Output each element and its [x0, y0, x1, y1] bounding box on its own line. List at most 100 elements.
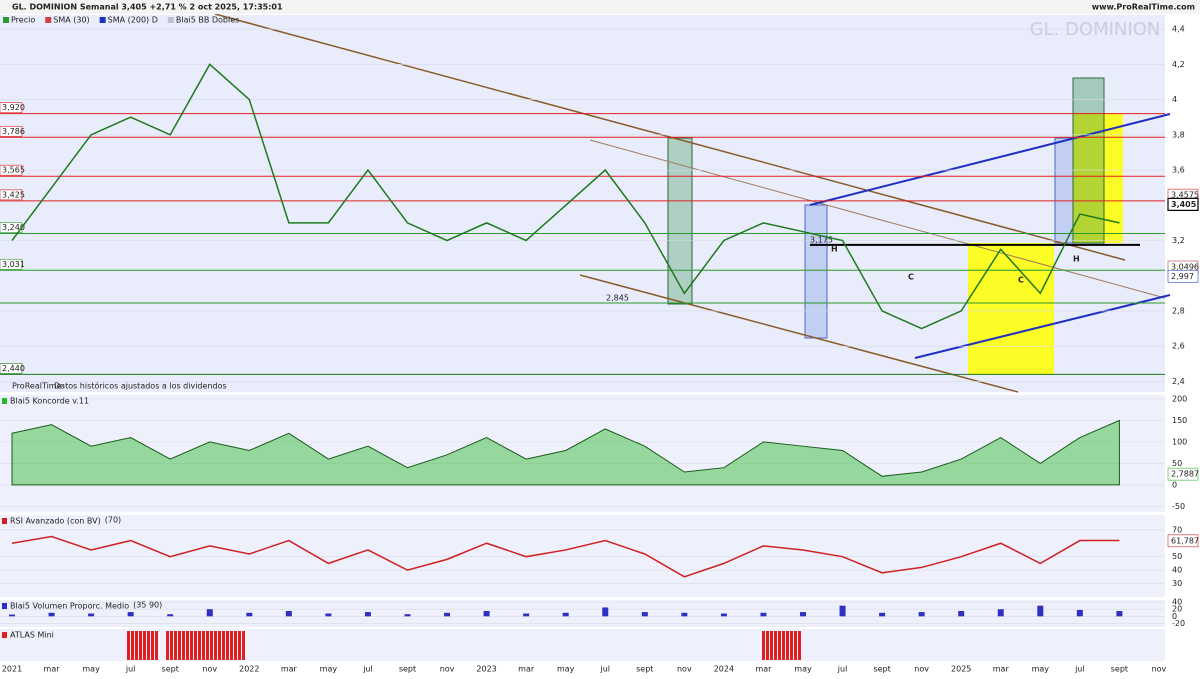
level-box [0, 102, 23, 113]
panel-swatch [2, 398, 7, 404]
signal-bar [778, 631, 781, 660]
volume-bar [127, 612, 134, 617]
note: Datos históricos ajustados a los dividen… [54, 381, 227, 391]
x-tick-label: may [320, 665, 338, 674]
signal-bar [766, 631, 769, 660]
panel-swatch [2, 603, 7, 609]
signal-bar [139, 631, 142, 660]
value-tag [1167, 534, 1199, 548]
legend-swatch [3, 17, 9, 23]
y-tick-label: 4 [1172, 95, 1177, 104]
volume-bar [1116, 611, 1123, 617]
price-line [11, 535, 1120, 578]
annotation: C [908, 273, 914, 282]
x-tick-label: 2025 [951, 665, 971, 674]
volume-bar [1076, 609, 1083, 617]
x-tick-label: mar [281, 665, 298, 674]
price-tag-label: 3,4575 [1171, 191, 1199, 200]
volume-bar [523, 613, 530, 617]
y-tick-label: 150 [1172, 416, 1187, 425]
level-label: 2,845 [606, 294, 629, 303]
volume-bar [1037, 605, 1044, 617]
y-tick-label: 20 [1172, 605, 1182, 614]
panel-param: (70) [105, 516, 121, 525]
signal-bar [782, 631, 785, 660]
title: GL. DOMINION Semanal 3,405 +2,71 % 2 oct… [12, 3, 283, 12]
signal-bar [174, 631, 177, 660]
signal-bar [182, 631, 185, 660]
y-tick-label: 50 [1172, 552, 1182, 561]
signal-bar [170, 631, 173, 660]
x-tick-label: may [794, 665, 812, 674]
volume-bar [325, 613, 332, 617]
y-tick-label: 0 [1172, 612, 1177, 621]
level-label: 2,440 [2, 364, 25, 373]
annotation: H [1073, 255, 1080, 264]
watermark: GL. DOMINION [1030, 19, 1161, 40]
volume-bar [839, 605, 846, 617]
signal-bar [226, 631, 229, 660]
panel-swatch [2, 632, 7, 638]
signal-bar [155, 631, 158, 660]
signal-bar [198, 631, 201, 660]
level-box [0, 363, 23, 374]
signal-bar [143, 631, 146, 660]
x-tick-label: nov [914, 665, 929, 674]
y-tick-label: 50 [1172, 459, 1182, 468]
legend-label: SMA (30) [53, 16, 89, 25]
signal-bar [242, 631, 245, 660]
koncorde-area [11, 419, 1120, 486]
signal-bar [790, 631, 793, 660]
x-tick-label: mar [993, 665, 1010, 674]
legend-swatch [167, 17, 174, 23]
signal-bar [202, 631, 205, 660]
value-tag-label: 61,787 [1171, 536, 1199, 545]
y-tick-label: 40 [1172, 566, 1182, 575]
x-tick-label: mar [44, 665, 61, 674]
volume-bar [641, 612, 648, 617]
x-tick-label: 2021 [2, 665, 22, 674]
x-tick-label: sept [873, 665, 890, 674]
y-tick-label: 3,8 [1172, 130, 1185, 139]
level-label: 3,920 [2, 103, 25, 112]
y-tick-label: 3,2 [1172, 236, 1185, 245]
signal-bar [166, 631, 169, 660]
y-tick-label: 100 [1172, 437, 1187, 446]
signal-bar [770, 631, 773, 660]
y-tick-label: 200 [1172, 394, 1187, 403]
x-tick-label: mar [518, 665, 535, 674]
y-tick-label: 70 [1172, 525, 1182, 534]
volume-bar [48, 612, 55, 617]
volume-bar [483, 611, 490, 617]
panel-title: RSI Avanzado (con BV) [10, 517, 101, 526]
x-tick-label: sept [636, 665, 653, 674]
signal-bar [194, 631, 197, 660]
annotation: H [831, 245, 838, 254]
source: ProRealTime [12, 382, 62, 391]
site: www.ProRealTime.com [1092, 3, 1195, 12]
volume-bar [88, 613, 95, 617]
x-tick-label: sept [399, 665, 416, 674]
x-tick-label: jul [125, 665, 136, 674]
signal-bar [214, 631, 217, 660]
signal-bar [135, 631, 138, 660]
signal-bar [762, 631, 765, 660]
signal-bar [222, 631, 225, 660]
signal-bar [230, 631, 233, 660]
x-tick-label: nov [677, 665, 692, 674]
signal-bar [131, 631, 134, 660]
level-label: 3,031 [2, 260, 25, 269]
panel-title: Blai5 Volumen Proporc. Medio [10, 602, 129, 611]
signal-bar [794, 631, 797, 660]
panel-title: ATLAS Mini [10, 631, 54, 640]
x-tick-label: 2023 [476, 665, 496, 674]
price-tag [1167, 197, 1199, 211]
value-tag-label: 2,7887 [1171, 470, 1199, 479]
volume-bar [760, 612, 767, 617]
volume-bar [364, 612, 371, 617]
volume-bar [562, 612, 569, 617]
x-tick-label: mar [755, 665, 772, 674]
y-tick-label: 2,6 [1172, 342, 1185, 351]
signal-bar [238, 631, 241, 660]
signal-bar [786, 631, 789, 660]
